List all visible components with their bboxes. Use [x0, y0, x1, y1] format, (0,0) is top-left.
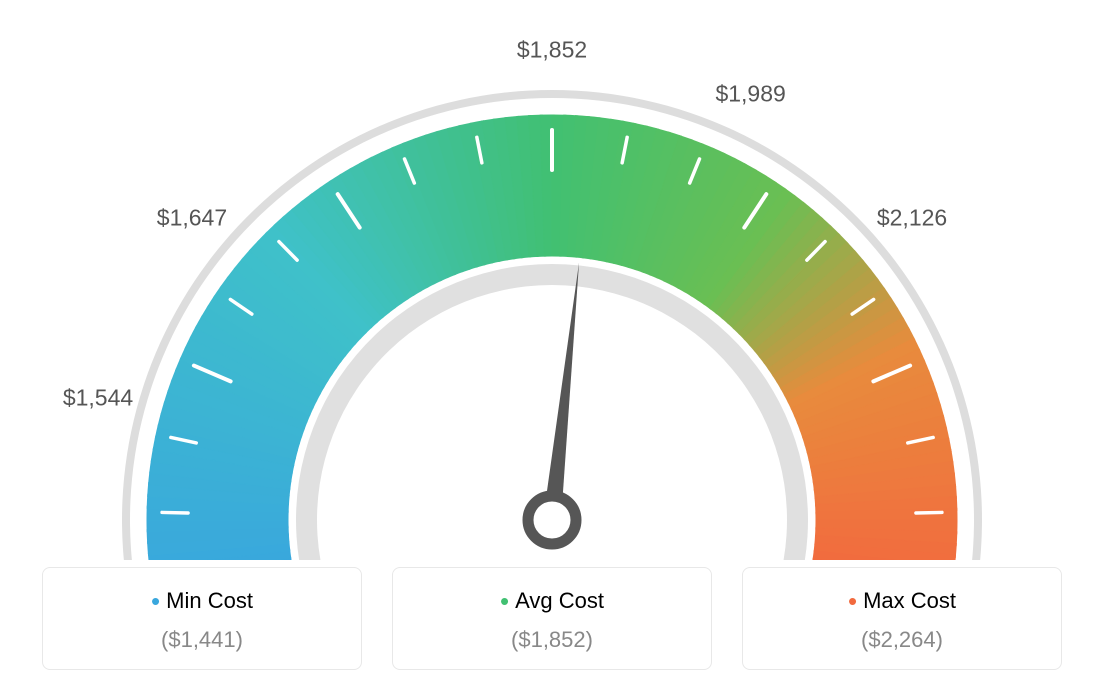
legend-value-avg: ($1,852)	[403, 627, 701, 653]
legend-title-text: Avg Cost	[515, 588, 604, 613]
gauge-tick-label: $1,647	[157, 204, 227, 231]
gauge-tick-label: $1,544	[63, 385, 133, 412]
gauge-tick-label: $1,852	[517, 37, 587, 64]
legend-title-min: •Min Cost	[53, 586, 351, 617]
legend-value-min: ($1,441)	[53, 627, 351, 653]
legend-card-min: •Min Cost ($1,441)	[42, 567, 362, 670]
gauge-tick-label: $1,989	[715, 81, 785, 108]
legend-title-text: Max Cost	[863, 588, 956, 613]
dot-icon: •	[500, 586, 509, 616]
legend-card-avg: •Avg Cost ($1,852)	[392, 567, 712, 670]
legend-value-max: ($2,264)	[753, 627, 1051, 653]
legend-title-text: Min Cost	[166, 588, 253, 613]
gauge-tick-label: $2,126	[877, 204, 947, 231]
gauge-container: $1,441$1,544$1,647$1,852$1,989$2,126$2,2…	[0, 0, 1104, 560]
legend-title-avg: •Avg Cost	[403, 586, 701, 617]
legend-card-max: •Max Cost ($2,264)	[742, 567, 1062, 670]
dot-icon: •	[151, 586, 160, 616]
legend-title-max: •Max Cost	[753, 586, 1051, 617]
legend-row: •Min Cost ($1,441) •Avg Cost ($1,852) •M…	[0, 567, 1104, 670]
gauge-chart	[0, 0, 1104, 560]
dot-icon: •	[848, 586, 857, 616]
